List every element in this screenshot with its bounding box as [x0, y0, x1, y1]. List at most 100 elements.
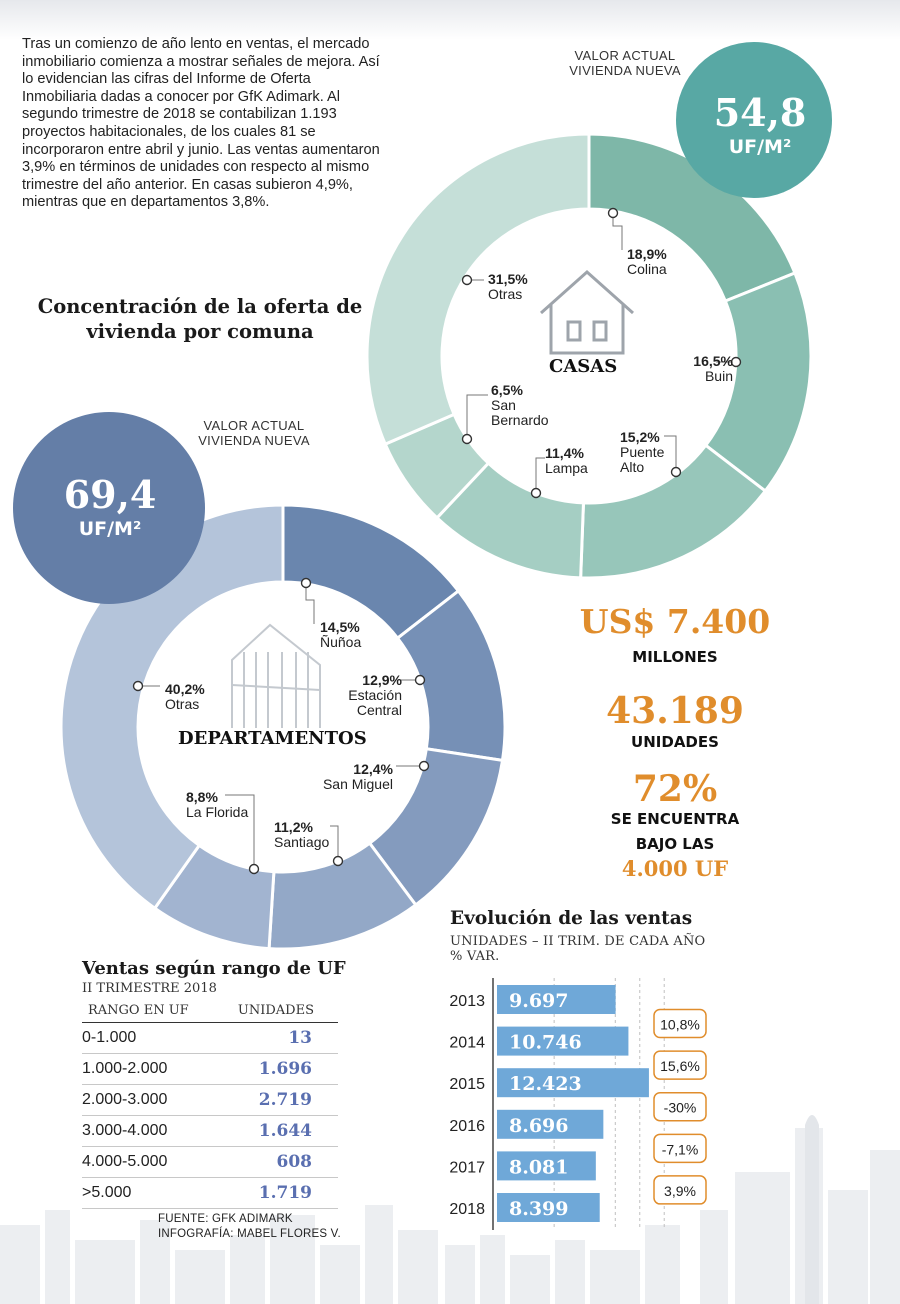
depto-slice-label-estacion-central: 12,9% Estación Central	[340, 673, 402, 718]
stat-units: 43.189	[606, 690, 744, 732]
casas-slice-name: Puente Alto	[620, 444, 665, 475]
casas-slice-value: 11,4%	[545, 445, 584, 461]
depto-leader-dot	[414, 674, 426, 686]
table-row: >5.000 1.719	[82, 1178, 338, 1209]
skyline-building	[230, 1235, 265, 1304]
table-row: 1.000-2.000 1.696	[82, 1054, 338, 1085]
casas-leader-dot	[730, 356, 742, 368]
depto-slice-label-santiago: 11,2% Santiago	[274, 820, 329, 850]
departamentos-unit: UF/M²	[78, 518, 142, 540]
skyline-building	[270, 1215, 315, 1304]
bar-year-label: 2016	[449, 1118, 485, 1135]
skyline-building	[45, 1210, 70, 1304]
casas-slice-value: 18,9%	[627, 246, 667, 262]
skyline-tower	[805, 1115, 819, 1304]
units-cell: 13	[288, 1028, 312, 1048]
depto-slice-name: Santiago	[274, 834, 330, 850]
departamentos-value: 69,4	[63, 472, 157, 517]
skyline-building	[140, 1220, 170, 1304]
bar-year-label: 2014	[449, 1035, 485, 1052]
sales-bar	[497, 1151, 596, 1181]
skyline-building	[480, 1235, 505, 1304]
bar-year-label: 2018	[449, 1201, 485, 1218]
casas-value-bubble	[676, 42, 832, 198]
range-table-header: RANGO EN UF UNIDADES	[82, 1000, 338, 1023]
range-cell: 2.000-3.000	[82, 1091, 168, 1108]
units-cell: 1.644	[258, 1121, 312, 1141]
change-badge	[653, 1175, 707, 1205]
depto-slice	[59, 503, 285, 911]
skyline-building	[175, 1250, 225, 1304]
casas-leader-line	[466, 394, 488, 439]
skyline-building	[700, 1210, 728, 1304]
casas-slice-label-colina: 18,9% Colina	[627, 247, 667, 277]
units-cell: 1.696	[258, 1059, 312, 1079]
change-label: -30%	[664, 1100, 697, 1116]
house-icon	[540, 269, 634, 355]
stat-units-label: UNIDADES	[631, 733, 719, 751]
building-icon	[231, 623, 321, 728]
depto-leader-dot	[332, 855, 344, 867]
casas-slice-label-buin: 16,5% Buin	[673, 354, 733, 384]
units-cell: 2.719	[258, 1090, 312, 1110]
skyline-building	[365, 1205, 393, 1304]
range-table-subtitle: II TRIMESTRE 2018	[82, 981, 217, 996]
skyline-building	[645, 1225, 680, 1304]
departamentos-title: DEPARTAMENTOS	[178, 728, 367, 749]
departamentos-value-label: VALOR ACTUAL VIVIENDA NUEVA	[198, 418, 310, 448]
bar-value-label: 8.081	[509, 1156, 569, 1178]
depto-slice-value: 11,2%	[274, 819, 313, 835]
change-label: -7,1%	[662, 1141, 699, 1157]
change-badge	[653, 1050, 707, 1080]
casas-slice-value: 16,5%	[693, 353, 733, 369]
casas-leader-dot	[461, 274, 473, 286]
stat-percent-value: 4.000 UF	[621, 856, 729, 881]
casas-slice-label-lampa: 11,4% Lampa	[545, 446, 588, 476]
source-text: FUENTE: GFK ADIMARK	[158, 1213, 293, 1225]
depto-slice-name: Otras	[165, 696, 200, 712]
depto-slice-value: 40,2%	[165, 681, 205, 697]
stat-percent-label-2: BAJO LAS	[635, 835, 715, 853]
stat-amount: US$ 7.400	[579, 602, 771, 641]
intro-paragraph: Tras un comienzo de año lento en ventas,…	[22, 36, 380, 211]
depto-slice-name: Estación Central	[348, 687, 402, 718]
house-window	[566, 320, 582, 342]
skyline-building	[0, 1225, 40, 1304]
range-cell: >5.000	[82, 1184, 132, 1201]
casas-leader-dot	[670, 466, 682, 478]
range-cell: 0-1.000	[82, 1029, 137, 1046]
change-label: 3,9%	[664, 1183, 696, 1199]
bar-year-label: 2015	[449, 1076, 485, 1093]
bar-value-label: 10.746	[509, 1032, 582, 1054]
depto-slice-value: 14,5%	[320, 619, 360, 635]
casas-leader-dot	[607, 207, 619, 219]
casas-slice-name: Buin	[704, 368, 733, 384]
stat-percent-label-1: SE ENCUENTRA	[610, 810, 740, 828]
credit-text: INFOGRAFÍA: MABEL FLORES V.	[158, 1228, 341, 1240]
change-label: 10,8%	[660, 1017, 700, 1033]
casas-leader-dot	[530, 487, 542, 499]
sales-bar	[497, 1026, 629, 1056]
skyline-building	[735, 1172, 790, 1304]
evolution-title: Evolución de las ventas	[450, 908, 693, 929]
house-walls	[549, 305, 625, 355]
bar-value-label: 8.696	[509, 1115, 569, 1137]
skyline-building	[590, 1250, 640, 1304]
sales-bar	[497, 1193, 600, 1222]
casas-slice-label-otras: 31,5% Otras	[488, 272, 528, 302]
depto-leader-line	[225, 794, 255, 869]
departamentos-value-bubble	[13, 412, 205, 604]
casas-slice-value: 15,2%	[620, 429, 660, 445]
casas-title: CASAS	[549, 356, 618, 377]
casas-leader-line	[664, 435, 677, 472]
stat-percent: 72%	[632, 768, 718, 810]
table-row: 3.000-4.000 1.644	[82, 1116, 338, 1147]
depto-leader-dot	[248, 863, 260, 875]
range-table-title: Ventas según rango de UF	[82, 958, 346, 979]
units-column-header: UNIDADES	[237, 1003, 314, 1018]
casas-leader-line	[612, 213, 623, 250]
depto-leader-dot	[418, 760, 430, 772]
sales-bar	[497, 1109, 604, 1139]
